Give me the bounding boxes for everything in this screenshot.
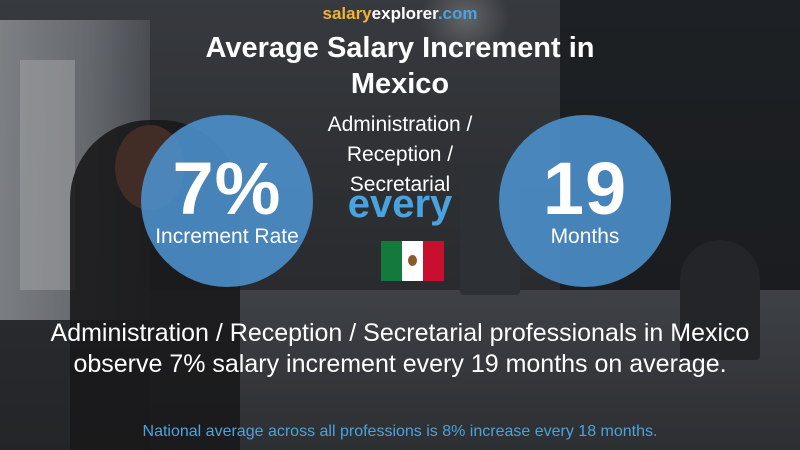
job-category-subtitle: Administration / Reception / Secretarial [327, 113, 473, 196]
increment-rate-value: 7% [172, 147, 282, 230]
site-logo-part3: .com [437, 4, 478, 23]
every-connector: every [347, 182, 453, 226]
national-average-note: National average across all professions … [142, 423, 658, 440]
increment-rate-label: Increment Rate [155, 225, 299, 248]
increment-period-label: Months [550, 225, 620, 248]
site-logo[interactable]: salaryexplorer.com [0, 4, 800, 24]
increment-rate-circle: 7% Increment Rate [141, 115, 313, 287]
site-logo-part2: explorer [371, 4, 438, 23]
description-text: Administration / Reception / Secretarial… [50, 319, 750, 378]
mexico-flag-icon [381, 241, 444, 281]
increment-period-circle: 19 Months [499, 115, 671, 287]
page-title: Average Salary Increment in Mexico [205, 32, 595, 100]
increment-period-value: 19 [542, 147, 628, 230]
site-logo-part1: salary [322, 4, 372, 23]
